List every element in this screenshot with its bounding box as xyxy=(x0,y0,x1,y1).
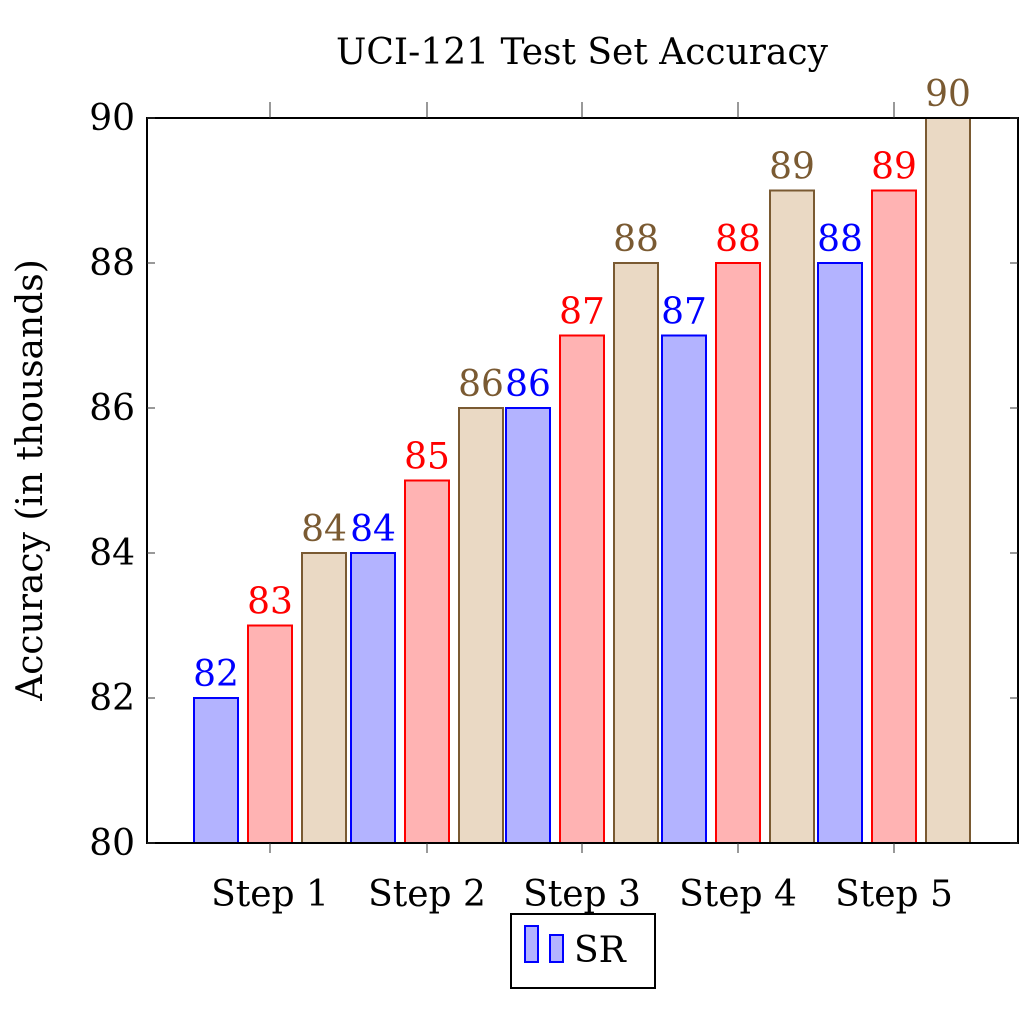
x-tick-label: Step 2 xyxy=(368,874,486,915)
x-tick-label: Step 1 xyxy=(211,874,329,915)
bar-series-2-step-4 xyxy=(715,262,761,844)
bar-series-2-step-5 xyxy=(871,189,917,844)
y-tick-label: 86 xyxy=(89,388,135,429)
bar-value-label: 89 xyxy=(871,147,917,188)
x-tick-label: Step 5 xyxy=(835,874,953,915)
bar-value-label: 86 xyxy=(505,364,551,405)
bar-value-label: 87 xyxy=(559,292,605,333)
y-tick-label: 80 xyxy=(89,823,135,864)
bar-value-label: 87 xyxy=(661,292,707,333)
bar-value-label: 88 xyxy=(817,219,863,260)
legend: SR xyxy=(510,913,656,989)
bar-value-label: 84 xyxy=(301,509,347,550)
bar-series-3-step-4 xyxy=(769,189,815,844)
chart-title: UCI-121 Test Set Accuracy xyxy=(336,32,829,73)
bar-value-label: 86 xyxy=(458,364,504,405)
bar-series-1-step-1 xyxy=(193,697,239,844)
bar-series-2-step-2 xyxy=(404,479,450,844)
bar-series-1-step-2 xyxy=(350,552,396,844)
bar-value-label: 82 xyxy=(193,654,239,695)
legend-swatch xyxy=(549,934,564,963)
bar-value-label: 89 xyxy=(769,147,815,188)
y-tick-label: 84 xyxy=(89,533,135,574)
bar-value-label: 88 xyxy=(613,219,659,260)
ticks-group: 80 82 84 86 88 90 Step 1 Step 2 Step 3 Step 4 Step… xyxy=(89,98,1018,915)
bar-value-label: 88 xyxy=(715,219,761,260)
bar-series-3-step-2 xyxy=(458,407,504,844)
y-tick-label: 82 xyxy=(89,678,135,719)
bar-value-label: 84 xyxy=(350,509,396,550)
bar-series-1-step-3 xyxy=(505,407,551,844)
bar-series-1-step-5 xyxy=(817,262,863,844)
legend-label: SR xyxy=(574,930,627,971)
bar-series-3-step-5 xyxy=(925,117,971,844)
bar-series-3-step-3 xyxy=(613,262,659,844)
bar-series-2-step-1 xyxy=(247,624,293,844)
legend-swatch xyxy=(524,925,539,963)
bar-value-label: 85 xyxy=(404,437,450,478)
bars-group xyxy=(193,117,971,844)
x-tick-label: Step 4 xyxy=(679,874,797,915)
bar-series-2-step-3 xyxy=(559,334,605,844)
bar-series-3-step-1 xyxy=(301,552,347,844)
bar-value-label: 83 xyxy=(247,582,293,623)
y-tick-label: 88 xyxy=(89,243,135,284)
bar-value-label: 90 xyxy=(925,74,971,115)
bar-series-1-step-4 xyxy=(661,334,707,844)
y-tick-label: 90 xyxy=(89,98,135,139)
y-axis-label: Accuracy (in thousands) xyxy=(10,259,51,702)
x-tick-label: Step 3 xyxy=(523,874,641,915)
